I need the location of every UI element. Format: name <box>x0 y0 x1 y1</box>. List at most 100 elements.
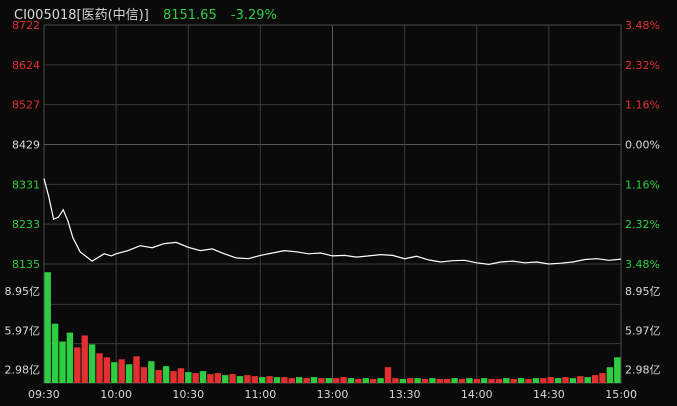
time-tick-label: 10:00 <box>100 388 132 401</box>
time-tick-label: 14:00 <box>461 388 493 401</box>
volume-bar <box>133 356 140 383</box>
volume-bar <box>525 379 532 383</box>
volume-bar <box>495 379 503 383</box>
volume-bar <box>444 379 451 383</box>
volume-bar <box>177 368 185 383</box>
volume-bar <box>562 377 569 383</box>
volume-bar <box>377 378 384 383</box>
chart-grid <box>43 24 622 384</box>
volume-bar <box>362 378 369 383</box>
volume-bar <box>540 378 547 383</box>
chart-header: CI005018[医药(中信)] 8151.65 -3.29% <box>14 4 287 23</box>
chart-border <box>43 24 622 384</box>
volume-bar <box>591 375 599 383</box>
volume-bar <box>569 378 577 383</box>
percent-tick-label: 1.16% <box>625 178 660 191</box>
volume-bar <box>488 379 495 383</box>
volume-bar <box>517 378 525 383</box>
volume-bar <box>251 376 258 383</box>
right-percent-axis: 3.48% 2.32% 1.16% 0.00% 1.16% 2.32% 3.48% <box>625 19 660 271</box>
percent-tick-label: 2.32% <box>625 218 660 231</box>
price-tick-label: 8527 <box>12 99 40 112</box>
volume-bar <box>503 378 510 383</box>
volume-axis: 8.95亿 8.95亿 5.97亿 5.97亿 2.98亿 2.98亿 <box>5 285 661 377</box>
volume-bar <box>81 335 88 383</box>
volume-bar <box>547 377 554 383</box>
volume-tick-label: 8.95亿 <box>5 285 41 298</box>
time-tick-label: 10:30 <box>172 388 204 401</box>
volume-bar <box>458 379 466 383</box>
volume-bar <box>355 379 362 383</box>
volume-bar <box>74 347 81 383</box>
volume-bar <box>392 378 399 383</box>
volume-bar <box>407 378 414 383</box>
index-code-name: CI005018[医药(中信)] <box>14 8 149 23</box>
volume-bar <box>155 370 162 383</box>
volume-bar <box>599 373 606 383</box>
volume-bar <box>140 367 148 383</box>
volume-bar <box>414 378 421 383</box>
volume-bar <box>125 364 133 383</box>
volume-bar <box>296 377 303 383</box>
volume-bar <box>429 378 436 383</box>
price-tick-label: 8135 <box>12 258 40 271</box>
volume-bar <box>451 378 458 383</box>
volume-bar <box>111 362 118 383</box>
volume-bar <box>103 357 111 383</box>
time-tick-label: 09:30 <box>28 388 60 401</box>
time-tick-label: 13:00 <box>317 388 349 401</box>
volume-bar <box>44 272 51 383</box>
volume-bar <box>399 379 406 383</box>
price-tick-label: 8233 <box>12 218 40 231</box>
volume-bar <box>436 379 443 383</box>
volume-bar <box>473 379 480 383</box>
volume-bar <box>318 378 325 383</box>
volume-bar <box>88 344 96 383</box>
price-tick-label: 8624 <box>12 59 40 72</box>
volume-bar <box>66 332 74 383</box>
volume-bar <box>244 375 251 383</box>
percent-tick-label: 2.32% <box>625 59 660 72</box>
volume-bar <box>207 374 214 383</box>
volume-bar <box>421 379 429 383</box>
percent-tick-label: 3.48% <box>625 19 660 32</box>
volume-bar <box>510 379 517 383</box>
left-price-axis: 8722 8624 8527 8429 8331 8233 8135 <box>12 19 40 271</box>
price-tick-label: 8722 <box>12 19 40 32</box>
volume-bar <box>222 375 229 383</box>
time-tick-label: 14:30 <box>533 388 565 401</box>
time-tick-label: 13:30 <box>389 388 421 401</box>
volume-bar <box>148 361 155 383</box>
volume-tick-label: 5.97亿 <box>5 324 41 337</box>
volume-bar <box>51 323 59 383</box>
volume-bar <box>118 359 125 383</box>
volume-bar <box>59 341 66 383</box>
price-tick-label: 8429 <box>12 139 40 152</box>
percent-tick-label: 3.48% <box>625 258 660 271</box>
volume-bar <box>577 376 584 383</box>
volume-bars <box>44 272 621 383</box>
volume-bar <box>333 378 340 383</box>
volume-tick-label: 8.95亿 <box>625 285 661 298</box>
volume-bar <box>229 374 236 383</box>
volume-bar <box>384 367 392 383</box>
volume-bar <box>340 377 347 383</box>
volume-bar <box>259 377 266 383</box>
volume-bar <box>614 357 621 383</box>
time-tick-label: 11:00 <box>245 388 277 401</box>
time-tick-label: 15:00 <box>605 388 637 401</box>
volume-bar <box>288 378 295 383</box>
volume-bar <box>370 379 377 383</box>
volume-bar <box>236 376 244 383</box>
volume-bar <box>347 378 355 383</box>
volume-bar <box>554 378 562 383</box>
volume-tick-label: 2.98亿 <box>625 364 661 377</box>
volume-tick-label: 2.98亿 <box>5 364 41 377</box>
percent-tick-label: 0.00% <box>625 139 660 152</box>
percent-tick-label: 1.16% <box>625 99 660 112</box>
volume-bar <box>185 372 192 383</box>
volume-bar <box>170 371 177 383</box>
volume-bar <box>281 377 288 383</box>
price-tick-label: 8331 <box>12 178 40 191</box>
